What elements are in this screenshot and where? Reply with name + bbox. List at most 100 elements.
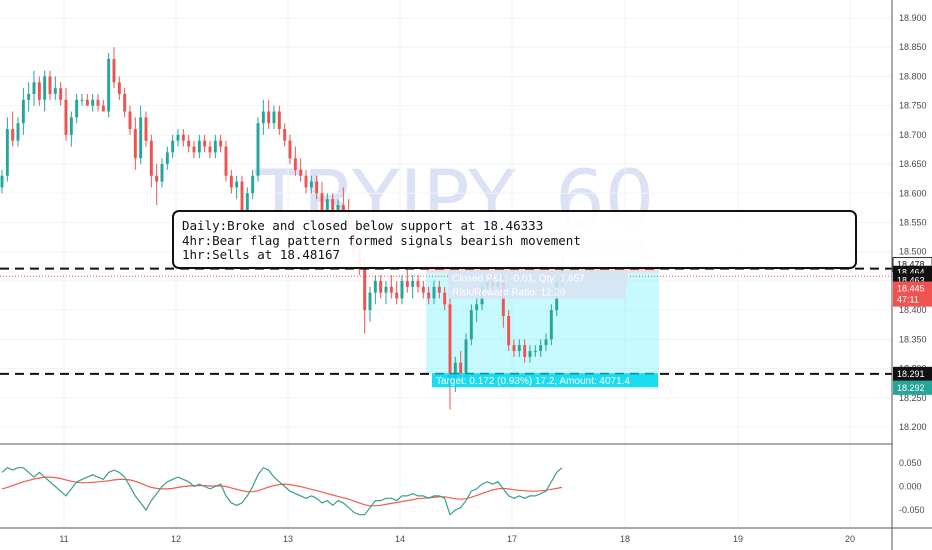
candle-body bbox=[149, 140, 153, 176]
price-badge bbox=[893, 366, 932, 381]
candle-body bbox=[197, 140, 201, 153]
candle-body bbox=[251, 175, 255, 194]
time-tick-label: 18 bbox=[620, 534, 630, 544]
candle-body bbox=[363, 269, 367, 311]
price-tick-label: 18.500 bbox=[899, 247, 927, 257]
candle-body bbox=[256, 123, 260, 176]
target-label: Target: 0.172 (0.93%) 17.2, Amount: 4071… bbox=[436, 376, 630, 387]
price-badge-label: 47:11 bbox=[897, 295, 919, 305]
candle-body bbox=[283, 129, 287, 141]
candle-body bbox=[389, 286, 393, 293]
time-tick-label: 14 bbox=[395, 534, 405, 544]
price-badge bbox=[893, 292, 932, 307]
candle-body bbox=[437, 286, 441, 293]
candle-body bbox=[53, 88, 57, 94]
candle-body bbox=[133, 129, 137, 159]
candle-body bbox=[219, 140, 223, 147]
price-tick-label: 18.350 bbox=[899, 334, 927, 344]
candle-body bbox=[405, 280, 409, 287]
time-axis[interactable]: 11 12 13 14 17 18 19 20 bbox=[59, 534, 855, 544]
candle-body bbox=[128, 111, 132, 130]
price-tick-label: 18.800 bbox=[899, 71, 927, 81]
candle-body bbox=[304, 175, 308, 188]
price-tick-label: 18.650 bbox=[899, 159, 927, 169]
time-tick-label: 17 bbox=[507, 534, 517, 544]
price-tick-label: 18.200 bbox=[899, 422, 927, 432]
open-label-bg bbox=[448, 270, 628, 285]
oscillator-lines bbox=[1, 466, 563, 516]
candle-body bbox=[421, 286, 425, 293]
time-tick-label: 19 bbox=[733, 534, 743, 544]
candle-body bbox=[224, 146, 228, 176]
candle-body bbox=[229, 175, 233, 188]
candle-body bbox=[165, 152, 169, 165]
time-tick-label: 12 bbox=[171, 534, 181, 544]
candle-body bbox=[80, 99, 84, 101]
candle-body bbox=[91, 99, 95, 106]
candle-body bbox=[155, 175, 159, 182]
candle-body bbox=[59, 88, 63, 100]
candle-body bbox=[69, 117, 73, 135]
candle-body bbox=[443, 292, 447, 305]
annotation-line-1: Daily:Broke and closed below support at … bbox=[182, 218, 543, 233]
annotation-line-2: 4hr:Bear flag pattern formed signals bea… bbox=[182, 233, 581, 248]
candle-body bbox=[384, 286, 388, 293]
risk-label-bg bbox=[448, 284, 626, 299]
candle-body bbox=[37, 82, 41, 100]
candle-body bbox=[325, 199, 329, 211]
candle-body bbox=[464, 339, 468, 375]
price-badge-label: 18.445 bbox=[897, 284, 925, 294]
candle-body bbox=[411, 280, 415, 287]
candle-body bbox=[75, 99, 79, 118]
candle-body bbox=[21, 99, 25, 124]
candle-body bbox=[213, 140, 217, 153]
candle-body bbox=[427, 292, 431, 299]
candle-body bbox=[85, 99, 89, 106]
candle-body bbox=[341, 204, 345, 211]
candle-body bbox=[112, 58, 116, 83]
candle-body bbox=[315, 181, 319, 194]
candle-body bbox=[27, 93, 31, 100]
candle-body bbox=[416, 280, 420, 287]
candle-body bbox=[373, 280, 377, 293]
candle-body bbox=[517, 345, 521, 352]
oscillator-axis[interactable]: 0.050 0.000 -0.050 bbox=[899, 458, 925, 515]
candle-body bbox=[117, 82, 121, 94]
price-tick-label: 18.900 bbox=[899, 13, 927, 23]
candle-body bbox=[32, 82, 36, 94]
candle-body bbox=[549, 310, 553, 340]
candle-body bbox=[459, 362, 463, 375]
time-tick-label: 20 bbox=[845, 534, 855, 544]
candle-body bbox=[299, 169, 303, 176]
candle-body bbox=[235, 181, 239, 188]
annotation-box[interactable]: Daily:Broke and closed below support at … bbox=[172, 210, 857, 269]
candle-body bbox=[277, 111, 281, 130]
candle-body bbox=[240, 181, 244, 211]
price-tick-label: 18.850 bbox=[899, 42, 927, 52]
price-badge-label: 18.291 bbox=[897, 369, 925, 379]
candle-body bbox=[245, 193, 249, 211]
price-badge-label: 18.463 bbox=[897, 275, 925, 285]
candle-body bbox=[320, 193, 324, 211]
candle-body bbox=[144, 117, 148, 141]
target-label-bg bbox=[432, 373, 658, 388]
candle-body bbox=[533, 351, 537, 353]
price-tick-label: 18.250 bbox=[899, 393, 927, 403]
time-tick-label: 11 bbox=[59, 534, 68, 544]
candle-body bbox=[395, 292, 399, 299]
candle-body bbox=[288, 140, 292, 159]
price-badge-label: 18.478 bbox=[897, 260, 925, 270]
candle-body bbox=[139, 117, 143, 159]
oscillator-tick-label: 0.000 bbox=[899, 482, 922, 492]
candle-body bbox=[16, 123, 20, 141]
oscillator-pane[interactable] bbox=[0, 444, 892, 528]
price-tick-label: 18.400 bbox=[899, 305, 927, 315]
candle-body bbox=[448, 304, 452, 387]
price-tick-label: 18.600 bbox=[899, 188, 927, 198]
candle-body bbox=[160, 164, 164, 182]
candle-body bbox=[432, 286, 436, 299]
candle-body bbox=[192, 146, 196, 153]
candle-body bbox=[272, 111, 276, 124]
